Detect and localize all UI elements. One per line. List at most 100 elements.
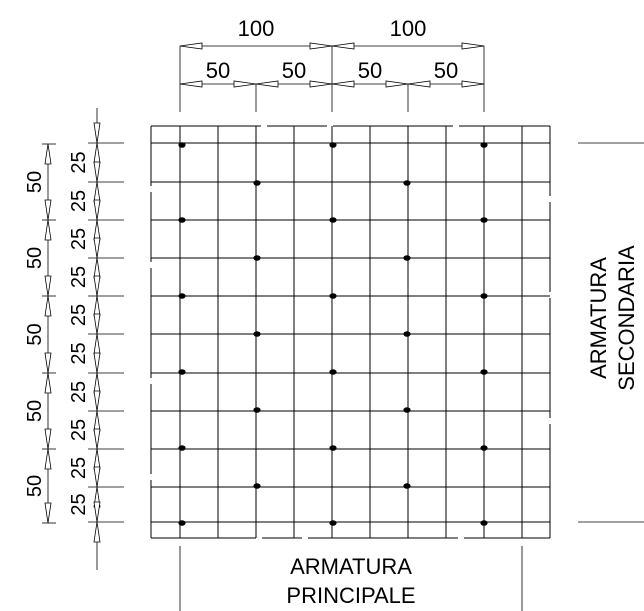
rebar-section-dot: [253, 407, 261, 413]
dimension-arrowhead: [93, 295, 101, 317]
dimension-arrowhead: [93, 161, 101, 183]
principal-reinforcement-callout: ARMATURA PRINCIPALE: [179, 546, 523, 611]
rebar-grid: [150, 125, 551, 539]
rebar-section-dot: [178, 142, 186, 148]
dimension-arrowhead: [93, 237, 101, 259]
dimension-arrowhead: [93, 521, 101, 543]
dim-left-major: 50: [24, 247, 46, 269]
rebar-section-dot: [253, 331, 261, 337]
dimension-arrowhead: [93, 428, 101, 450]
dimension-arrowhead: [179, 80, 203, 88]
dimension-arrowhead: [461, 80, 485, 88]
label-secondary-line2: SECONDARIA: [614, 245, 639, 391]
dim-top-minor-2: 50: [282, 58, 306, 83]
dimension-arrowhead: [93, 448, 101, 470]
rebar-section-dot: [480, 520, 488, 526]
dimension-arrowhead: [93, 199, 101, 221]
dim-left-minor: 25: [68, 381, 90, 403]
rebar-section-dot: [178, 445, 186, 451]
rebar-section-dot: [480, 293, 488, 299]
dimension-arrowhead: [331, 42, 355, 50]
dim-top-major-2: 100: [390, 16, 427, 41]
dim-left-major: 50: [24, 475, 46, 497]
dim-top-minor-1: 50: [206, 58, 230, 83]
dimension-arrowhead: [44, 143, 52, 165]
dimension-arrowhead: [44, 352, 52, 374]
dim-left-major: 50: [24, 323, 46, 345]
dim-top-major-1: 100: [238, 16, 275, 41]
rebar-section-dot: [329, 369, 337, 375]
dim-left-minor: 25: [68, 190, 90, 212]
dim-left-minor: 25: [68, 419, 90, 441]
dimension-arrowhead: [309, 80, 333, 88]
dimension-arrowhead: [385, 80, 409, 88]
dimension-arrowhead: [93, 372, 101, 394]
dimension-arrowhead: [93, 410, 101, 432]
dimension-arrowhead: [44, 448, 52, 470]
rebar-section-dot: [329, 293, 337, 299]
dimension-arrowhead: [233, 80, 257, 88]
dimension-arrowhead: [93, 122, 101, 144]
rebar-section-dot: [329, 445, 337, 451]
top-dimension-chain: 100 100 50 50 50 50: [179, 16, 485, 112]
dim-left-major: 50: [24, 400, 46, 422]
dimension-arrowhead: [407, 80, 431, 88]
rebar-section-dot: [403, 180, 411, 186]
label-principal-line2: PRINCIPALE: [286, 583, 415, 608]
dimension-arrowhead: [44, 275, 52, 297]
rebar-section-dot: [178, 520, 186, 526]
rebar-section-dot: [480, 369, 488, 375]
dimension-arrowhead: [44, 428, 52, 450]
dim-top-minor-3: 50: [358, 58, 382, 83]
rebar-section-dot: [403, 483, 411, 489]
label-secondary-line1: ARMATURA: [586, 257, 611, 379]
dimension-arrowhead: [44, 372, 52, 394]
dimension-arrowhead: [179, 42, 203, 50]
dim-left-minor: 25: [68, 457, 90, 479]
dim-left-minor: 25: [68, 342, 90, 364]
dimension-arrowhead: [93, 390, 101, 412]
rebar-section-dot: [178, 293, 186, 299]
dimension-arrowhead: [44, 219, 52, 241]
dim-left-minor: 25: [68, 266, 90, 288]
rebar-dots: [178, 142, 488, 526]
dimension-arrowhead: [255, 80, 279, 88]
dimension-arrowhead: [93, 257, 101, 279]
dimension-arrowhead: [93, 142, 101, 164]
dimension-arrowhead: [44, 295, 52, 317]
rebar-section-dot: [178, 369, 186, 375]
dimension-arrowhead: [461, 42, 485, 50]
rebar-section-dot: [329, 217, 337, 223]
dim-left-minor: 25: [68, 493, 90, 515]
dimension-arrowhead: [93, 181, 101, 203]
label-principal-line1: ARMATURA: [290, 554, 412, 579]
rebar-section-dot: [403, 331, 411, 337]
dim-left-minor: 25: [68, 228, 90, 250]
dimension-arrowhead: [93, 313, 101, 335]
dim-left-minor: 25: [68, 304, 90, 326]
dimension-arrowhead: [93, 466, 101, 488]
rebar-section-dot: [253, 180, 261, 186]
dimension-arrowhead: [93, 352, 101, 374]
rebar-section-dot: [253, 483, 261, 489]
rebar-section-dot: [480, 142, 488, 148]
secondary-reinforcement-callout: ARMATURA SECONDARIA: [578, 142, 644, 523]
dimension-arrowhead: [331, 80, 355, 88]
dimension-arrowhead: [44, 502, 52, 524]
rebar-section-dot: [178, 217, 186, 223]
dimension-arrowhead: [93, 333, 101, 355]
dim-left-minor: 25: [68, 151, 90, 173]
rebar-section-dot: [403, 255, 411, 261]
dimension-arrowhead: [309, 42, 333, 50]
dimension-arrowhead: [44, 199, 52, 221]
rebar-section-dot: [480, 445, 488, 451]
left-dimension-chain: 25 25 25 25 25 25 25 25 25 25 50 50 50 50 50: [24, 108, 124, 570]
rebar-section-dot: [480, 217, 488, 223]
dimension-arrowhead: [93, 501, 101, 523]
rebar-section-dot: [403, 407, 411, 413]
rebar-section-dot: [329, 520, 337, 526]
dimension-arrowhead: [93, 275, 101, 297]
rebar-section-dot: [329, 142, 337, 148]
rebar-section-dot: [253, 255, 261, 261]
